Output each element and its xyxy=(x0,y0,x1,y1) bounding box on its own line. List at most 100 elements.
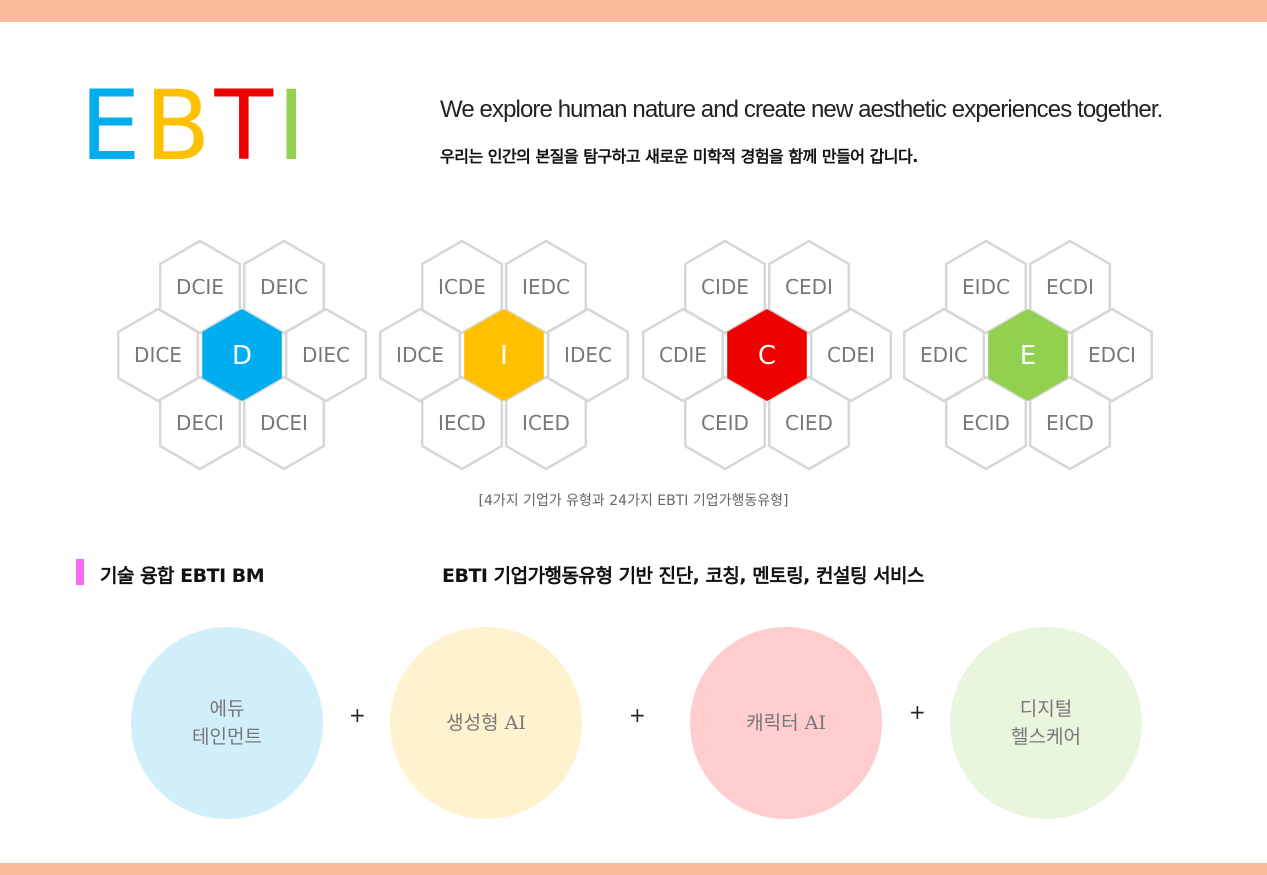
hex-c-bottom-left-label: CEID xyxy=(701,411,749,435)
hex-d-top-left-label: DCIE xyxy=(176,275,224,299)
top-band xyxy=(0,0,1267,22)
circle-digital-healthcare: 디지털 헬스케어 xyxy=(950,627,1142,819)
hex-c-bottom-right: CIED xyxy=(767,375,851,471)
hex-e-top-right: ECDI xyxy=(1028,239,1112,335)
hex-e-bottom-left-label: ECID xyxy=(962,411,1010,435)
hex-e-left-label: EDIC xyxy=(920,343,968,367)
hex-e-right: EDCI xyxy=(1070,307,1154,403)
hex-c-bottom-left-shape xyxy=(683,375,767,471)
hex-d-bottom-right-label: DCEI xyxy=(260,411,308,435)
circle-edutainment: 에듀 테인먼트 xyxy=(131,627,323,819)
hex-e-left: EDIC xyxy=(902,307,986,403)
hex-c-bottom-right-label: CIED xyxy=(785,411,833,435)
hex-c-top-left-shape xyxy=(683,239,767,335)
tagline-english: We explore human nature and create new a… xyxy=(440,96,1163,123)
hex-d-top-left: DCIE xyxy=(158,239,242,335)
hex-c-top-right-label: CEDI xyxy=(785,275,833,299)
hex-i-bottom-left-shape xyxy=(420,375,504,471)
circle-character-ai-label: 캐릭터 AI xyxy=(746,712,826,734)
hex-c-right: CDEI xyxy=(809,307,893,403)
circle-generative-ai: 생성형 AI xyxy=(390,627,582,819)
hex-d-bottom-left: DECI xyxy=(158,375,242,471)
hex-i-top-left-label: ICDE xyxy=(438,275,486,299)
hex-i-center-shape xyxy=(464,309,544,401)
hex-d-right: DIEC xyxy=(284,307,368,403)
hex-i-center: I xyxy=(464,309,544,401)
hex-d-top-right-label: DEIC xyxy=(260,275,308,299)
hex-e-bottom-left: ECID xyxy=(944,375,1028,471)
hex-c-left: CDIE xyxy=(641,307,725,403)
hex-c-bottom-right-shape xyxy=(767,375,851,471)
hex-d-bottom-left-shape xyxy=(158,375,242,471)
hex-c-top-left-label: CIDE xyxy=(701,275,749,299)
hex-e-center-label: E xyxy=(1020,341,1036,371)
plus-sign-2: + xyxy=(629,703,646,727)
hex-e-bottom-right-label: EICD xyxy=(1046,411,1094,435)
hex-i-bottom-left: IECD xyxy=(420,375,504,471)
hex-e-right-label: EDCI xyxy=(1088,343,1136,367)
hex-d-bottom-left-label: DECI xyxy=(176,411,224,435)
hex-d-top-left-shape xyxy=(158,239,242,335)
ebti-logo: EBTI xyxy=(80,78,309,174)
bm-description: EBTI 기업가행동유형 기반 진단, 코칭, 멘토링, 컨설팅 서비스 xyxy=(442,565,925,587)
hex-c-top-right-shape xyxy=(767,239,851,335)
hex-c-left-label: CDIE xyxy=(659,343,707,367)
logo-letter-i: I xyxy=(277,70,310,182)
circle-edutainment-label: 에듀 테인먼트 xyxy=(192,698,262,748)
hex-d-center: D xyxy=(202,309,282,401)
hex-e-top-left-shape xyxy=(944,239,1028,335)
plus-sign-1: + xyxy=(349,703,366,727)
hex-c-center-label: C xyxy=(758,341,776,371)
circle-character-ai: 캐릭터 AI xyxy=(690,627,882,819)
hex-c-center: C xyxy=(727,309,807,401)
hex-e-bottom-left-shape xyxy=(944,375,1028,471)
hex-d-left: DICE xyxy=(116,307,200,403)
hex-d-bottom-right-shape xyxy=(242,375,326,471)
hex-c-bottom-left: CEID xyxy=(683,375,767,471)
hex-e-top-right-shape xyxy=(1028,239,1112,335)
hex-i-top-right-shape xyxy=(504,239,588,335)
hex-c-top-right: CEDI xyxy=(767,239,851,335)
hex-c-center-shape xyxy=(727,309,807,401)
hex-i-top-right: IEDC xyxy=(504,239,588,335)
hex-i-bottom-right-label: ICED xyxy=(522,411,570,435)
hex-e-right-shape xyxy=(1070,307,1154,403)
hex-d-left-shape xyxy=(116,307,200,403)
hex-d-right-label: DIEC xyxy=(302,343,350,367)
hex-d-right-shape xyxy=(284,307,368,403)
bottom-band xyxy=(0,863,1267,875)
hex-d-bottom-right: DCEI xyxy=(242,375,326,471)
circle-digital-healthcare-label: 디지털 헬스케어 xyxy=(1011,698,1081,748)
logo-letter-b: B xyxy=(144,70,215,182)
tagline-korean: 우리는 인간의 본질을 탐구하고 새로운 미학적 경험을 함께 만들어 갑니다. xyxy=(440,147,918,166)
hex-i-left-shape xyxy=(378,307,462,403)
hex-e-top-left-label: EIDC xyxy=(962,275,1010,299)
plus-sign-3: + xyxy=(909,700,926,724)
hex-c-top-left: CIDE xyxy=(683,239,767,335)
circle-generative-ai-label: 생성형 AI xyxy=(446,712,526,734)
hex-c-right-label: CDEI xyxy=(827,343,875,367)
hex-i-right-label: IDEC xyxy=(564,343,612,367)
hex-i-left: IDCE xyxy=(378,307,462,403)
hex-c-right-shape xyxy=(809,307,893,403)
hex-e-center: E xyxy=(988,309,1068,401)
hex-d-left-label: DICE xyxy=(134,343,182,367)
hex-i-top-right-label: IEDC xyxy=(522,275,570,299)
hex-i-right: IDEC xyxy=(546,307,630,403)
hex-i-top-left: ICDE xyxy=(420,239,504,335)
hex-i-bottom-left-label: IECD xyxy=(438,411,486,435)
hex-d-center-label: D xyxy=(232,341,252,371)
hex-e-bottom-right: EICD xyxy=(1028,375,1112,471)
hex-e-center-shape xyxy=(988,309,1068,401)
logo-letter-t: T xyxy=(214,70,278,182)
hex-e-bottom-right-shape xyxy=(1028,375,1112,471)
hex-d-top-right-shape xyxy=(242,239,326,335)
bm-title: 기술 융합 EBTI BM xyxy=(100,565,265,587)
hex-caption: [4가지 기업가 유형과 24가지 EBTI 기업가행동유형] xyxy=(478,493,789,509)
hex-i-left-label: IDCE xyxy=(396,343,444,367)
hex-i-right-shape xyxy=(546,307,630,403)
hex-i-bottom-right: ICED xyxy=(504,375,588,471)
hex-e-top-left: EIDC xyxy=(944,239,1028,335)
hex-i-center-label: I xyxy=(500,341,508,371)
hex-e-top-right-label: ECDI xyxy=(1046,275,1094,299)
